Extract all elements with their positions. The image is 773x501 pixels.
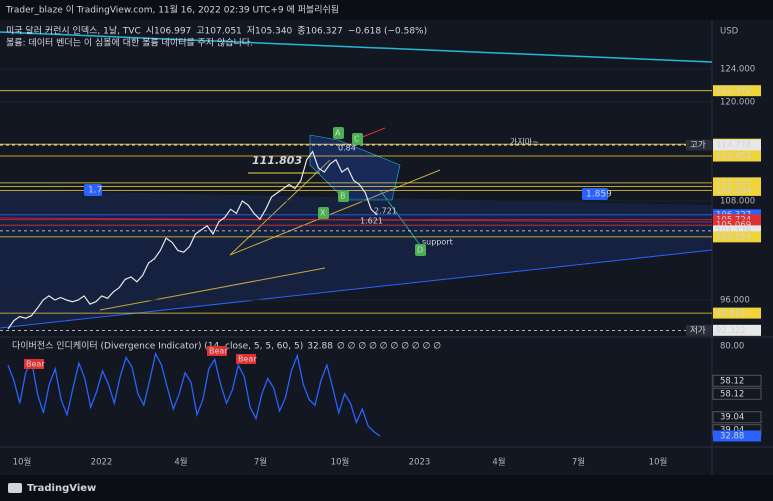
notice: 볼륨: 데이터 벤더는 이 심볼에 대한 볼륨 데이터를 주지 않습니다. <box>6 38 253 49</box>
time-tick: 4월 <box>492 457 505 468</box>
trend-line <box>0 31 713 63</box>
comment: 가지마~ <box>510 138 539 147</box>
price-marker <box>713 184 761 196</box>
currency: USD <box>720 27 739 37</box>
indicator-marker <box>712 387 762 400</box>
price-tick: 124.000 <box>720 65 755 75</box>
point-badge <box>318 207 329 219</box>
indicator-marker-label: 32.88 <box>720 431 744 441</box>
price-marker <box>713 219 761 231</box>
time-tick: 7월 <box>254 457 267 468</box>
tag-box <box>686 324 712 336</box>
ratio: 1.7 <box>88 186 102 196</box>
channel <box>0 190 712 328</box>
price-line <box>7 150 378 330</box>
time-tick: 2022 <box>91 458 113 468</box>
price-marker-label: 114.778 <box>716 141 751 151</box>
price-marker-label: 109.284 <box>716 186 751 196</box>
point: A <box>335 129 341 138</box>
time-tick: 10월 <box>649 457 668 468</box>
footer: TradingView <box>27 483 96 494</box>
tag-box <box>686 139 712 151</box>
time-tick: 10월 <box>331 457 350 468</box>
indicator-marker <box>713 430 761 442</box>
wedge <box>229 169 441 256</box>
indicator-title: 다이버전스 인디케이터 (Divergence Indicator) (14, … <box>12 341 303 352</box>
indicator-line <box>7 351 381 437</box>
price-marker-label: 121.372 <box>716 86 751 96</box>
price-marker <box>713 150 761 162</box>
indicator-current: 32.88 <box>307 342 333 352</box>
indicator-tick: 80.00 <box>720 342 744 352</box>
point: D <box>417 246 423 255</box>
logo <box>8 483 22 493</box>
indicator-marker-label: 58.12 <box>720 376 744 386</box>
placeholders: ∅ ∅ ∅ ∅ ∅ ∅ ∅ ∅ ∅ ∅ <box>337 342 441 352</box>
ratio-badge <box>84 184 102 196</box>
price-marker-label: 92.322 <box>716 326 746 336</box>
price-tick: 120.000 <box>720 98 755 108</box>
indicator-marker <box>712 374 762 387</box>
time-tick: 10월 <box>13 457 32 468</box>
published: Trader_blaze 이 TradingView.com, 11월 16, … <box>5 4 339 16</box>
price-marker-label: 103.654 <box>716 232 751 242</box>
ratio: 1.859 <box>586 190 612 200</box>
support: support <box>422 238 453 247</box>
time-tick: 4월 <box>174 457 187 468</box>
price-marker-label: 94.412 <box>716 309 746 319</box>
pattern <box>309 134 401 201</box>
price-marker <box>713 231 761 243</box>
header-high: 고107.051 <box>196 27 242 37</box>
wedge <box>229 159 331 256</box>
signal: Bear <box>26 360 45 369</box>
point: B <box>340 192 346 201</box>
price-marker <box>713 139 761 151</box>
signal-badge <box>236 354 256 364</box>
time-tick: 7월 <box>572 457 585 468</box>
fib-level: 111.803 <box>252 154 302 167</box>
price-marker <box>713 307 761 319</box>
indicator-marker-label: 58.12 <box>720 389 744 399</box>
price-marker <box>713 85 761 97</box>
signal-badge <box>207 346 227 356</box>
ratio-label: 1.621 <box>360 217 383 226</box>
tag: 저가 <box>690 326 706 336</box>
time-tick: 2023 <box>409 458 431 468</box>
price-tick: 108.000 <box>720 197 755 207</box>
signal: Bear <box>238 355 257 364</box>
header-low: 저105.340 <box>247 26 293 37</box>
header-change: −0.618 (−0.58%) <box>348 27 427 37</box>
wedge <box>99 267 326 311</box>
point-badge <box>352 133 363 145</box>
indicator-marker-label: 39.04 <box>720 413 744 423</box>
tag: 고가 <box>690 141 706 151</box>
price-marker-label: 113.452 <box>716 152 751 162</box>
signal: Bear <box>209 347 228 356</box>
price-tick: 96.000 <box>720 296 750 306</box>
point-badge <box>333 127 344 139</box>
ratio-label: 0.84 <box>338 144 356 153</box>
point: X <box>320 209 326 218</box>
point-badge <box>415 244 426 256</box>
header-open: 시106.997 <box>146 26 192 37</box>
header-close: 종106.327 <box>297 26 343 37</box>
top-bar <box>0 0 773 20</box>
signal-badge <box>24 359 44 369</box>
price-marker <box>713 324 761 336</box>
price-marker <box>713 225 761 237</box>
point-badge <box>338 190 349 202</box>
header-symbol: 미국 달러 커런시 인덱스, 1날, TVC <box>6 25 141 37</box>
point: C <box>354 135 360 144</box>
projection <box>379 189 421 246</box>
ratio-label: 2.721 <box>374 207 397 216</box>
ratio-badge <box>582 188 608 200</box>
trend-line <box>0 249 713 329</box>
footer-bar <box>0 475 773 501</box>
indicator-marker <box>712 411 762 424</box>
